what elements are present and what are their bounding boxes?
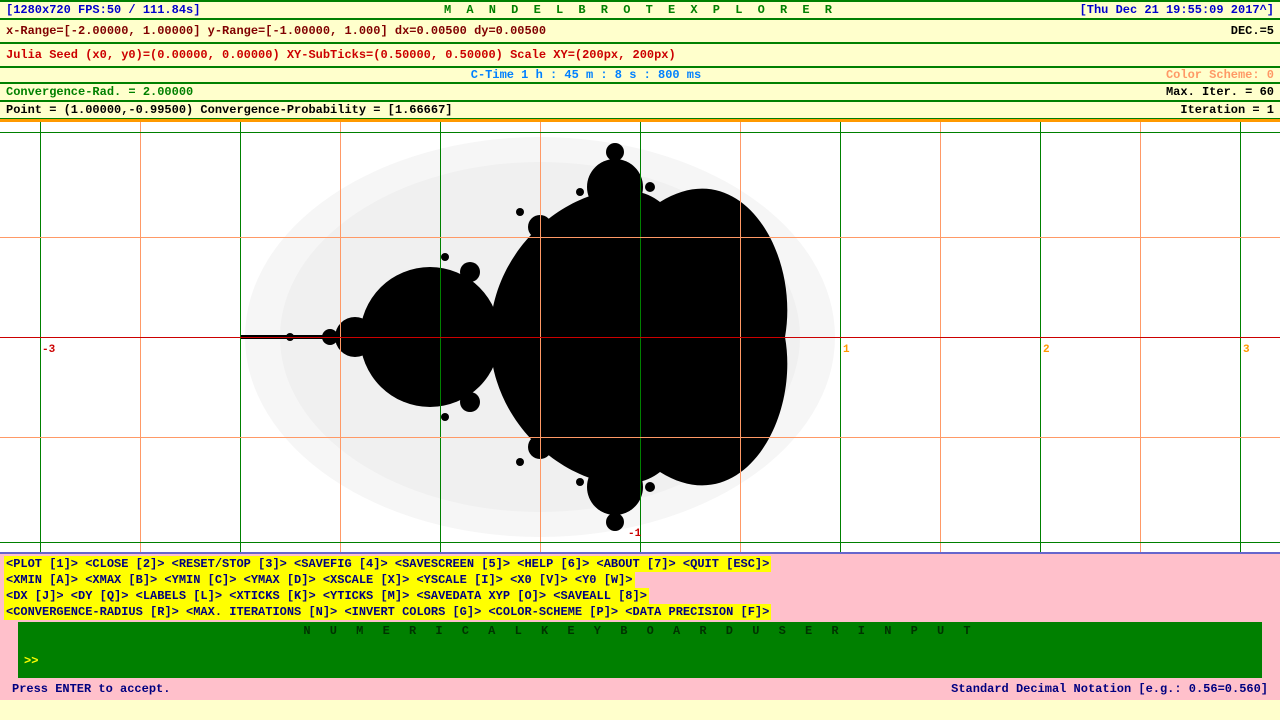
gridline-horizontal <box>0 337 1280 338</box>
plot-canvas[interactable]: 1 2 3 -1 -3 <box>0 122 1280 552</box>
footer-right: Standard Decimal Notation [e.g.: 0.56=0.… <box>951 682 1268 696</box>
gridline-horizontal <box>0 237 1280 238</box>
color-scheme-label: Color Scheme: 0 <box>1166 68 1274 82</box>
axis-tick-label: -3 <box>42 344 55 356</box>
command-hotkeys[interactable]: <CONVERGENCE-RADIUS [R]> <MAX. ITERATION… <box>4 604 771 620</box>
axis-tick-label: 3 <box>1243 344 1250 356</box>
input-prompt[interactable]: >> <box>24 654 1256 668</box>
command-hotkeys[interactable]: <XMIN [A]> <XMAX [B]> <YMIN [C]> <YMAX [… <box>4 572 635 588</box>
point-readout: Point = (1.00000,-0.99500) Convergence-P… <box>6 103 452 117</box>
title-bar: [1280x720 FPS:50 / 111.84s] M A N D E L … <box>0 0 1280 19</box>
decimal-precision: DEC.=5 <box>1231 24 1274 38</box>
gridline-horizontal <box>0 132 1280 133</box>
axis-tick-label: -1 <box>628 528 641 540</box>
julia-seed-text: Julia Seed (x0, y0)=(0.00000, 0.00000) X… <box>6 48 676 62</box>
command-hotkeys[interactable]: <PLOT [1]> <CLOSE [2]> <RESET/STOP [3]> … <box>4 556 771 572</box>
command-panel: <PLOT [1]> <CLOSE [2]> <RESET/STOP [3]> … <box>0 554 1280 700</box>
ctime-bar: C-Time 1 h : 45 m : 8 s : 800 ms Color S… <box>0 67 1280 83</box>
app-title: M A N D E L B R O T E X P L O R E R <box>200 3 1079 17</box>
command-row: <XMIN [A]> <XMAX [B]> <YMIN [C]> <YMAX [… <box>4 572 1276 588</box>
range-bar: x-Range=[-2.00000, 1.00000] y-Range=[-1.… <box>0 19 1280 43</box>
command-row: <PLOT [1]> <CLOSE [2]> <RESET/STOP [3]> … <box>4 556 1276 572</box>
axis-tick-label: 1 <box>843 344 850 356</box>
point-bar: Point = (1.00000,-0.99500) Convergence-P… <box>0 101 1280 119</box>
julia-bar: Julia Seed (x0, y0)=(0.00000, 0.00000) X… <box>0 43 1280 67</box>
iteration-readout: Iteration = 1 <box>1180 103 1274 117</box>
command-rows: <PLOT [1]> <CLOSE [2]> <RESET/STOP [3]> … <box>4 556 1276 620</box>
axis-tick-label: 2 <box>1043 344 1050 356</box>
gridline-horizontal <box>0 542 1280 543</box>
gridline-horizontal <box>0 437 1280 438</box>
command-hotkeys[interactable]: <DX [J]> <DY [Q]> <LABELS [L]> <XTICKS [… <box>4 588 649 604</box>
command-row: <CONVERGENCE-RADIUS [R]> <MAX. ITERATION… <box>4 604 1276 620</box>
footer-left: Press ENTER to accept. <box>12 682 170 696</box>
range-text: x-Range=[-2.00000, 1.00000] y-Range=[-1.… <box>6 24 546 38</box>
convergence-radius: Convergence-Rad. = 2.00000 <box>6 85 193 99</box>
input-panel-title: N U M E R I C A L K E Y B O A R D U S E … <box>24 624 1256 638</box>
input-panel[interactable]: N U M E R I C A L K E Y B O A R D U S E … <box>18 622 1262 678</box>
convergence-bar: Convergence-Rad. = 2.00000 Max. Iter. = … <box>0 83 1280 101</box>
footer-bar: Press ENTER to accept. Standard Decimal … <box>4 680 1276 698</box>
compute-time: C-Time 1 h : 45 m : 8 s : 800 ms <box>6 68 1166 82</box>
fps-readout: [1280x720 FPS:50 / 111.84s] <box>6 3 200 17</box>
command-row: <DX [J]> <DY [Q]> <LABELS [L]> <XTICKS [… <box>4 588 1276 604</box>
max-iterations: Max. Iter. = 60 <box>1166 85 1274 99</box>
timestamp: [Thu Dec 21 19:55:09 2017^] <box>1080 3 1274 17</box>
